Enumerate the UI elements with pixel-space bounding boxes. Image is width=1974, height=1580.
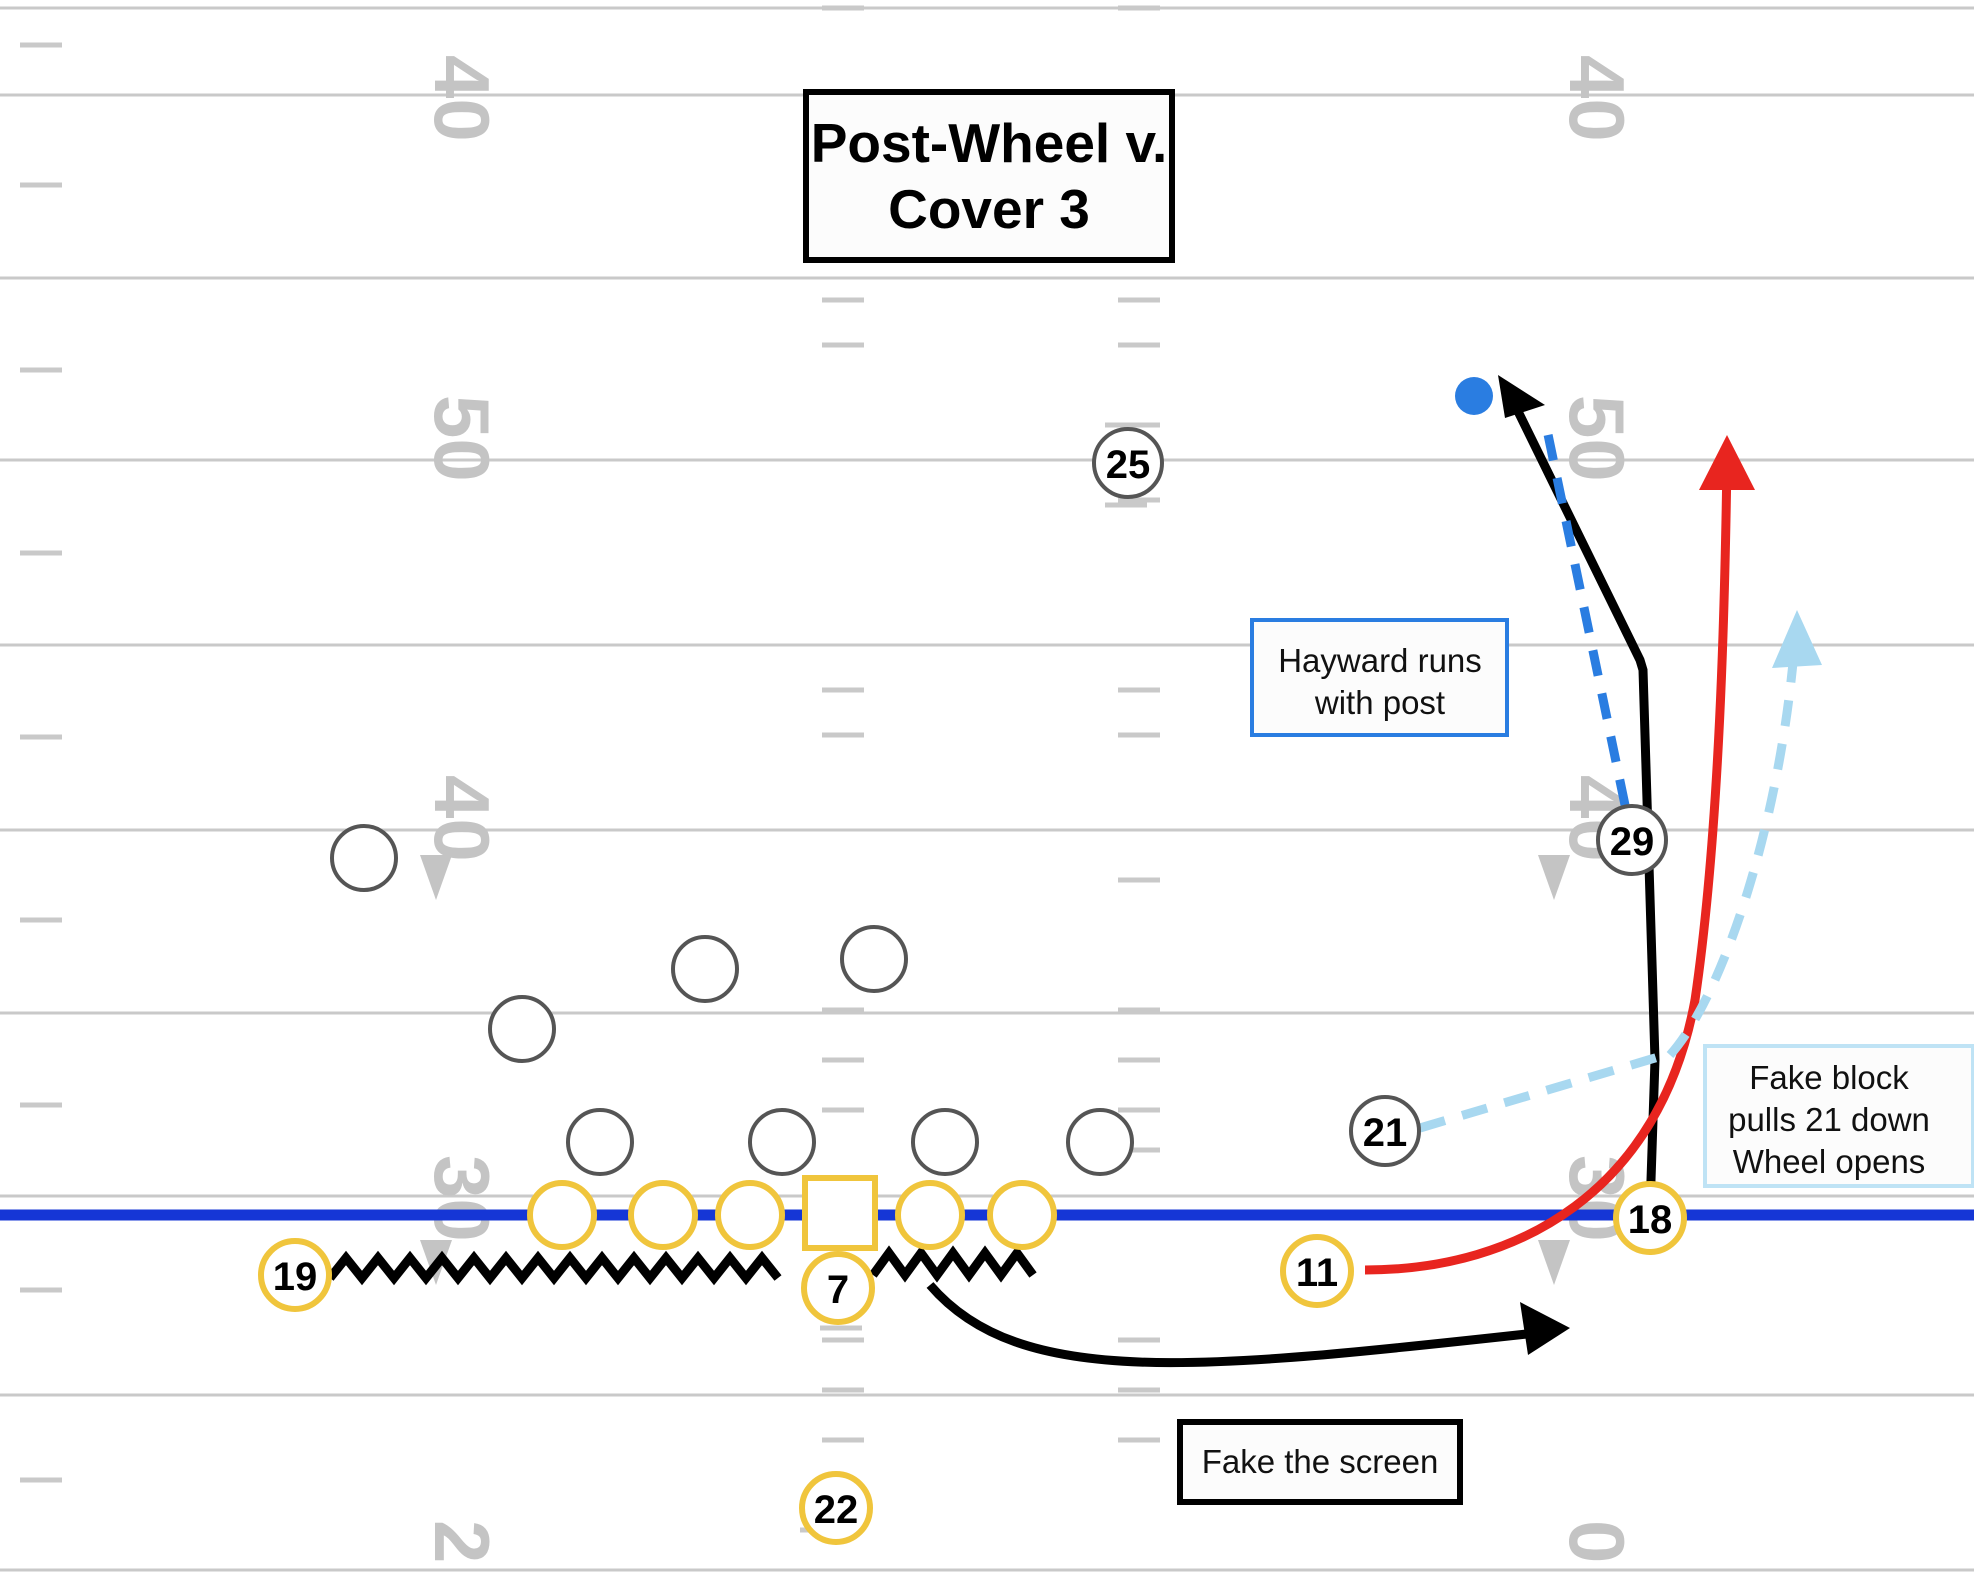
offense-lineman-marker[interactable] (527, 1180, 597, 1250)
route-18-arrowhead (1498, 375, 1545, 418)
route-21-arrowhead (1772, 610, 1822, 668)
defender-number: 21 (1363, 1111, 1408, 1155)
route-19-motion-zigzag (326, 1250, 782, 1286)
defender-number: 29 (1610, 820, 1655, 864)
defender-marker[interactable] (330, 824, 398, 892)
defender-marker[interactable] (1066, 1108, 1134, 1176)
title-line-2: Cover 3 (888, 178, 1090, 240)
callout-fake-screen-box (1177, 1419, 1463, 1505)
offense-center-marker[interactable] (802, 1175, 878, 1251)
defender-21[interactable]: 21 (1349, 1095, 1421, 1167)
yard-number: 30 (418, 1155, 506, 1242)
offense-11[interactable]: 11 (1280, 1234, 1354, 1308)
callout-hayward-line-2: with post (1314, 684, 1445, 721)
offense-line (527, 1175, 1057, 1251)
yard-number: 50 (1553, 395, 1641, 482)
offense-lineman-marker[interactable] (987, 1180, 1057, 1250)
offense-lineman-marker[interactable] (895, 1180, 965, 1250)
route-7-screen-arrowhead (1520, 1302, 1570, 1355)
defender-marker[interactable] (566, 1108, 634, 1176)
callout-hayward: Hayward runs with post (1250, 618, 1509, 737)
title-box (803, 89, 1175, 263)
yard-number: 40 (1553, 55, 1641, 142)
defender-25[interactable]: 25 (1092, 427, 1164, 499)
route-7-screen-fake (926, 1282, 1546, 1368)
defender-marker[interactable] (671, 935, 739, 1003)
yard-number: 40 (418, 775, 506, 862)
title-callout: Post-Wheel v. Cover 3 (803, 89, 1175, 263)
yard-number: 2 (418, 1520, 506, 1563)
yard-direction-triangle (1538, 1240, 1570, 1285)
offense-number: 18 (1628, 1198, 1673, 1242)
offense-19[interactable]: 19 (258, 1238, 332, 1312)
yard-number: 40 (418, 55, 506, 142)
defender-marker[interactable] (748, 1108, 816, 1176)
offense-number: 19 (273, 1255, 318, 1299)
yard-direction-triangle (420, 855, 452, 900)
offense-number: 11 (1296, 1251, 1338, 1295)
route-11-wheel (1364, 459, 1732, 1275)
yard-number: 0 (1553, 1520, 1641, 1563)
offense-number: 7 (827, 1268, 849, 1312)
route-29-endpoint-dot (1455, 377, 1493, 415)
route-29-coverage-dash (1540, 419, 1630, 806)
route-7-motion-zigzag (869, 1245, 1037, 1283)
offense-18[interactable]: 18 (1613, 1181, 1687, 1255)
route-11-arrowhead (1699, 435, 1755, 490)
defender-29[interactable]: 29 (1596, 804, 1668, 876)
offense-number: 22 (814, 1488, 859, 1532)
callout-hayward-line-1: Hayward runs (1278, 642, 1482, 679)
yard-number: 50 (418, 395, 506, 482)
callout-fake-block-box (1703, 1044, 1974, 1188)
defense-players (330, 824, 1134, 1176)
callout-fake-screen: Fake the screen (1177, 1419, 1463, 1505)
yard-numbers-left: 40 50 40 30 2 (418, 55, 506, 1563)
callout-fake-block: Fake block pulls 21 down Wheel opens (1703, 1044, 1974, 1188)
callout-fake-block-line-2: pulls 21 down (1728, 1101, 1930, 1138)
offense-lineman-marker[interactable] (628, 1180, 698, 1250)
yard-direction-triangle (1538, 855, 1570, 900)
defender-marker[interactable] (840, 925, 908, 993)
offense-lineman-marker[interactable] (715, 1180, 785, 1250)
callout-fake-block-line-3: Wheel opens (1733, 1143, 1926, 1180)
callout-fake-screen-line-1: Fake the screen (1202, 1443, 1439, 1480)
route-21-wheel-dash (1666, 639, 1800, 1059)
callout-fake-block-line-1: Fake block (1749, 1059, 1909, 1096)
offense-22[interactable]: 22 (799, 1471, 873, 1545)
title-line-1: Post-Wheel v. (811, 112, 1168, 174)
callout-hayward-box (1250, 618, 1509, 737)
defender-marker[interactable] (488, 995, 556, 1063)
defender-number: 25 (1106, 443, 1151, 487)
offense-7-quarterback[interactable]: 7 (801, 1251, 875, 1325)
defender-marker[interactable] (911, 1108, 979, 1176)
yard-numbers-right: 40 50 40 30 0 (1538, 55, 1641, 1563)
